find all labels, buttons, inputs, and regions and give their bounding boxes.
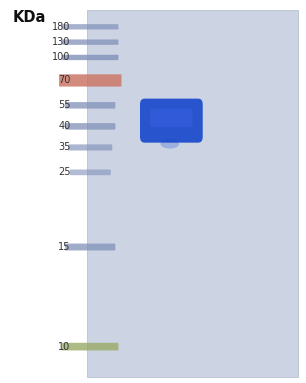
FancyBboxPatch shape <box>150 108 192 127</box>
Text: 100: 100 <box>52 52 70 62</box>
FancyBboxPatch shape <box>140 98 203 143</box>
Ellipse shape <box>160 139 179 149</box>
Text: 15: 15 <box>58 242 70 252</box>
FancyBboxPatch shape <box>65 102 115 109</box>
Text: 40: 40 <box>58 121 70 131</box>
FancyBboxPatch shape <box>62 39 118 45</box>
FancyBboxPatch shape <box>65 244 115 250</box>
Text: KDa: KDa <box>12 10 46 25</box>
FancyBboxPatch shape <box>70 169 111 175</box>
Text: 10: 10 <box>58 342 70 352</box>
Text: 70: 70 <box>58 75 70 85</box>
Text: 180: 180 <box>52 22 70 32</box>
Text: 55: 55 <box>58 100 70 110</box>
FancyBboxPatch shape <box>62 24 118 29</box>
FancyBboxPatch shape <box>87 10 298 377</box>
FancyBboxPatch shape <box>62 343 118 350</box>
Text: 25: 25 <box>58 167 70 177</box>
FancyBboxPatch shape <box>65 123 115 129</box>
Text: 130: 130 <box>52 37 70 47</box>
FancyBboxPatch shape <box>59 74 121 87</box>
FancyBboxPatch shape <box>68 144 112 151</box>
Text: 35: 35 <box>58 142 70 152</box>
FancyBboxPatch shape <box>62 55 118 60</box>
